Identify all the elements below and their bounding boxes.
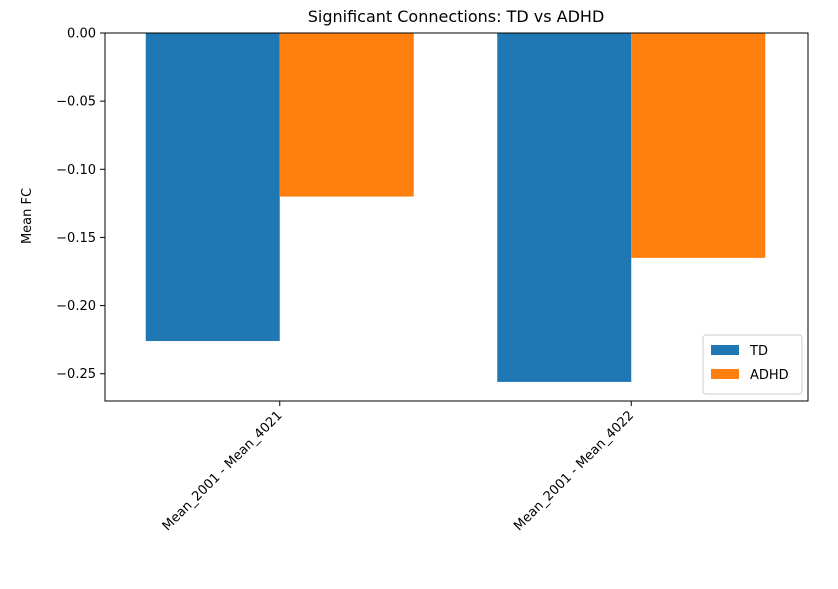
chart-title: Significant Connections: TD vs ADHD xyxy=(308,7,605,26)
y-tick-label: −0.10 xyxy=(56,163,96,178)
x-axis: Mean_2001 - Mean_4021 Mean_2001 - Mean_40… xyxy=(160,401,637,534)
plot-frame xyxy=(104,32,809,402)
y-tick-label: −0.05 xyxy=(56,95,96,110)
bar-adhd-2 xyxy=(631,33,766,258)
bar-adhd-1 xyxy=(279,33,414,197)
legend: TD ADHD xyxy=(702,334,803,395)
bar-td-2 xyxy=(497,33,632,382)
bars-group xyxy=(145,33,766,382)
y-tick-label: −0.25 xyxy=(56,367,96,382)
legend-swatch-td xyxy=(711,345,739,355)
y-axis-label: Mean FC xyxy=(20,188,35,244)
x-tick-label: Mean_2001 - Mean_4022 xyxy=(511,408,637,534)
legend-label-adhd: ADHD xyxy=(750,368,789,383)
y-axis: 0.00 −0.05 −0.10 −0.15 −0.20 −0.25 xyxy=(56,27,105,382)
legend-swatch-adhd xyxy=(711,369,739,379)
y-tick-label: −0.20 xyxy=(56,299,96,314)
x-tick-label: Mean_2001 - Mean_4021 xyxy=(160,408,286,534)
legend-label-td: TD xyxy=(749,344,768,359)
bar-td-1 xyxy=(145,33,280,342)
y-tick-label: 0.00 xyxy=(67,27,96,42)
y-tick-label: −0.15 xyxy=(56,231,96,246)
